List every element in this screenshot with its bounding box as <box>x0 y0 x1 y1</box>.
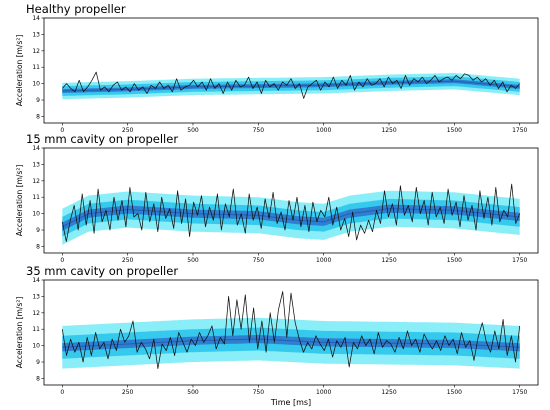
y-tick-label: 13 <box>32 31 40 38</box>
x-tick-label: 0 <box>60 257 64 264</box>
x-tick-label: 1000 <box>316 127 331 134</box>
x-tick-label: 1750 <box>512 127 527 134</box>
y-tick-label: 12 <box>32 48 40 55</box>
y-tick-label: 12 <box>32 310 40 317</box>
y-tick-label: 11 <box>32 194 40 201</box>
y-tick-label: 8 <box>36 243 40 250</box>
x-tick-label: 0 <box>60 389 64 396</box>
x-tick-label: 250 <box>122 389 134 396</box>
x-tick-label: 1500 <box>447 257 462 264</box>
y-tick-label: 8 <box>36 113 40 120</box>
panel-title: 15 mm cavity on propeller <box>26 132 178 146</box>
panel-3: 35 mm cavity on propeller 0 250 500 750 1000 1… <box>15 264 538 396</box>
panel-title: 35 mm cavity on propeller <box>26 264 178 278</box>
x-tick-label: 1750 <box>512 389 527 396</box>
y-axis-label: Acceleration [m/s²] <box>15 35 24 107</box>
x-tick-label: 1000 <box>316 257 331 264</box>
x-tick-label: 1250 <box>381 389 396 396</box>
y-tick-label: 10 <box>32 81 40 88</box>
x-tick-label: 1250 <box>381 257 396 264</box>
x-axis-label: Time [ms] <box>270 398 311 407</box>
y-tick-label: 10 <box>32 343 40 350</box>
y-tick-label: 11 <box>32 64 40 71</box>
y-tick-label: 13 <box>32 161 40 168</box>
x-tick-label: 1250 <box>381 127 396 134</box>
x-tick-label: 1500 <box>447 127 462 134</box>
x-tick-label: 500 <box>187 257 199 264</box>
y-tick-label: 9 <box>36 97 40 104</box>
y-tick-label: 13 <box>32 293 40 300</box>
axes-frame <box>44 18 538 123</box>
panel-title: Healthy propeller <box>26 2 126 16</box>
x-tick-label: 500 <box>187 127 199 134</box>
y-tick-label: 10 <box>32 211 40 218</box>
y-tick-label: 14 <box>32 145 40 152</box>
y-axis-label: Acceleration [m/s²] <box>15 165 24 237</box>
y-tick-label: 9 <box>36 227 40 234</box>
y-tick-label: 14 <box>32 277 40 284</box>
y-tick-label: 9 <box>36 359 40 366</box>
y-tick-label: 12 <box>32 178 40 185</box>
panel-2: 15 mm cavity on propeller 0 250 500 750 1000 1… <box>15 132 538 264</box>
x-tick-label: 750 <box>253 127 265 134</box>
x-tick-label: 1000 <box>316 389 331 396</box>
x-tick-label: 750 <box>253 389 265 396</box>
x-tick-label: 250 <box>122 257 134 264</box>
y-tick-label: 14 <box>32 15 40 22</box>
x-tick-label: 500 <box>187 389 199 396</box>
y-tick-label: 11 <box>32 326 40 333</box>
y-tick-label: 8 <box>36 375 40 382</box>
x-tick-label: 750 <box>253 257 265 264</box>
x-tick-label: 1500 <box>447 389 462 396</box>
x-tick-label: 1750 <box>512 257 527 264</box>
y-axis-label: Acceleration [m/s²] <box>15 297 24 369</box>
